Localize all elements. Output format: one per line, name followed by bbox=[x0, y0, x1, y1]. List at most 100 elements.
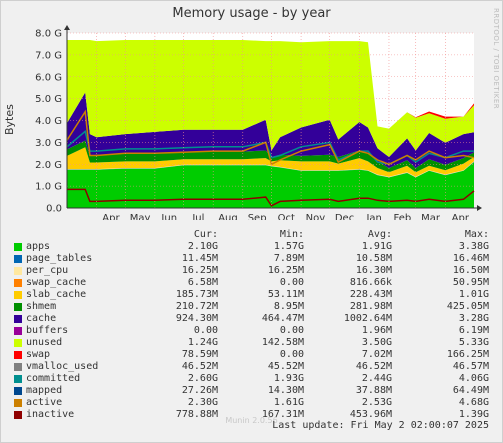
legend-max: 3.28G bbox=[458, 313, 489, 324]
legend-swatch bbox=[14, 327, 22, 335]
legend-name: inactive bbox=[26, 409, 75, 420]
legend-swatch bbox=[14, 399, 22, 407]
legend-avg: 10.58M bbox=[355, 253, 392, 264]
legend-max: 4.06G bbox=[458, 373, 489, 384]
legend-avg: 281.98M bbox=[349, 301, 392, 312]
legend-cur: 778.88M bbox=[175, 409, 218, 420]
y-tick-label: 4.0 G bbox=[35, 116, 62, 127]
legend-max: 50.95M bbox=[452, 277, 489, 288]
legend-row-page-tables: page_tables 11.45M 7.89M 10.58M 16.46M bbox=[14, 253, 494, 265]
x-tick-label: May bbox=[130, 213, 151, 220]
legend-max: 1.01G bbox=[458, 289, 489, 300]
legend-avg: 453.96M bbox=[349, 409, 392, 420]
last-update: Last update: Fri May 2 02:00:07 2025 bbox=[272, 420, 489, 431]
legend-row-per-cpu: per_cpu 16.25M 16.25M 16.30M 16.50M bbox=[14, 265, 494, 277]
legend-min: 0.00 bbox=[279, 277, 304, 288]
legend-min: 1.93G bbox=[273, 373, 304, 384]
legend-name: apps bbox=[26, 241, 51, 252]
legend-cur: 27.26M bbox=[181, 385, 218, 396]
legend-name: committed bbox=[26, 373, 81, 384]
legend-name: cache bbox=[26, 313, 57, 324]
y-tick-label: 8.0 G bbox=[35, 29, 62, 40]
x-tick-label: Jun bbox=[160, 213, 177, 220]
legend-min: 16.25M bbox=[267, 265, 304, 276]
y-tick-label: 3.0 G bbox=[35, 138, 62, 149]
legend-cur: 6.58M bbox=[187, 277, 218, 288]
legend-cur: 46.52M bbox=[181, 361, 218, 372]
legend-avg: 1.91G bbox=[361, 241, 392, 252]
x-tick-label: Sep bbox=[248, 213, 267, 220]
legend-cur: 78.59M bbox=[181, 349, 218, 360]
legend-name: vmalloc_used bbox=[26, 361, 99, 372]
legend-max: 46.57M bbox=[452, 361, 489, 372]
legend-swatch bbox=[14, 351, 22, 359]
legend-row-mapped: mapped 27.26M 14.30M 37.88M 64.49M bbox=[14, 385, 494, 397]
legend-row-slab-cache: slab_cache 185.73M 53.11M 228.43M 1.01G bbox=[14, 289, 494, 301]
y-tick-label: 7.0 G bbox=[35, 50, 62, 61]
legend-avg: 1.96M bbox=[361, 325, 392, 336]
legend-avg: 16.30M bbox=[355, 265, 392, 276]
legend-max: 4.68G bbox=[458, 397, 489, 408]
legend-max: 425.05M bbox=[446, 301, 489, 312]
legend-row-committed: committed 2.60G 1.93G 2.44G 4.06G bbox=[14, 373, 494, 385]
legend-name: shmem bbox=[26, 301, 57, 312]
x-tick-label: Oct bbox=[278, 213, 295, 220]
legend-name: swap bbox=[26, 349, 51, 360]
y-tick-label: 5.0 G bbox=[35, 94, 62, 105]
y-tick-label: 2.0 G bbox=[35, 160, 62, 171]
legend-swatch bbox=[14, 291, 22, 299]
legend-swatch bbox=[14, 315, 22, 323]
legend-avg: 2.53G bbox=[361, 397, 392, 408]
legend-row-active: active 2.30G 1.61G 2.53G 4.68G bbox=[14, 397, 494, 409]
x-tick-label: Mar bbox=[421, 213, 441, 220]
legend-min: 45.52M bbox=[267, 361, 304, 372]
legend-swatch bbox=[14, 303, 22, 311]
x-tick-label: Apr bbox=[452, 213, 470, 220]
chart-title: Memory usage - by year bbox=[172, 6, 331, 21]
legend-cur: 16.25M bbox=[181, 265, 218, 276]
legend-swatch bbox=[14, 255, 22, 263]
legend-swatch bbox=[14, 267, 22, 275]
legend-cur: 2.60G bbox=[187, 373, 218, 384]
legend-min: 464.47M bbox=[261, 313, 304, 324]
y-tick-label: 1.0 G bbox=[35, 182, 62, 193]
legend-min: 1.61G bbox=[273, 397, 304, 408]
legend-swatch bbox=[14, 243, 22, 251]
legend-cur: 210.72M bbox=[175, 301, 218, 312]
legend-max: 64.49M bbox=[452, 385, 489, 396]
legend-row-vmalloc-used: vmalloc_used 46.52M 45.52M 46.52M 46.57M bbox=[14, 361, 494, 373]
legend-max: 6.19M bbox=[458, 325, 489, 336]
legend-cur: 185.73M bbox=[175, 289, 218, 300]
legend-max: 5.33G bbox=[458, 337, 489, 348]
legend-name: slab_cache bbox=[26, 289, 87, 300]
legend-name: swap_cache bbox=[26, 277, 87, 288]
y-tick-label: 6.0 G bbox=[35, 72, 62, 83]
legend-min: 0.00 bbox=[279, 325, 304, 336]
legend-min: 1.57G bbox=[273, 241, 304, 252]
legend-min: 8.95M bbox=[273, 301, 304, 312]
legend-name: page_tables bbox=[26, 253, 93, 264]
legend-max: 1.39G bbox=[458, 409, 489, 420]
area-unused bbox=[67, 40, 474, 157]
x-tick-label: Nov bbox=[306, 213, 326, 220]
y-axis-arrow bbox=[64, 25, 70, 30]
y-tick-label: 0.0 bbox=[46, 204, 62, 215]
legend-row-swap-cache: swap_cache 6.58M 0.00 816.66k 50.95M bbox=[14, 277, 494, 289]
legend-name: unused bbox=[26, 337, 63, 348]
legend-row-swap: swap 78.59M 0.00 7.02M 166.25M bbox=[14, 349, 494, 361]
x-axis-arrow bbox=[477, 205, 482, 211]
legend-header: Cur: Min: Avg: Max: bbox=[14, 229, 494, 241]
legend-min: 7.89M bbox=[273, 253, 304, 264]
legend-name: mapped bbox=[26, 385, 63, 396]
legend-header-cur: Cur: bbox=[193, 229, 218, 240]
legend-cur: 2.30G bbox=[187, 397, 218, 408]
legend-swatch bbox=[14, 279, 22, 287]
area-apps bbox=[67, 162, 474, 208]
memory-chart: 0.0 1.0 G 2.0 G 3.0 G 4.0 G 5.0 G 6.0 G 7.0 G 8.… bbox=[35, 25, 482, 220]
x-tick-label: Jul bbox=[191, 213, 204, 220]
x-tick-label: Apr bbox=[102, 213, 120, 220]
legend-swatch bbox=[14, 387, 22, 395]
x-tick-label: Jan bbox=[365, 213, 381, 220]
legend-row-shmem: shmem 210.72M 8.95M 281.98M 425.05M bbox=[14, 301, 494, 313]
x-tick-label: Aug bbox=[218, 213, 238, 220]
